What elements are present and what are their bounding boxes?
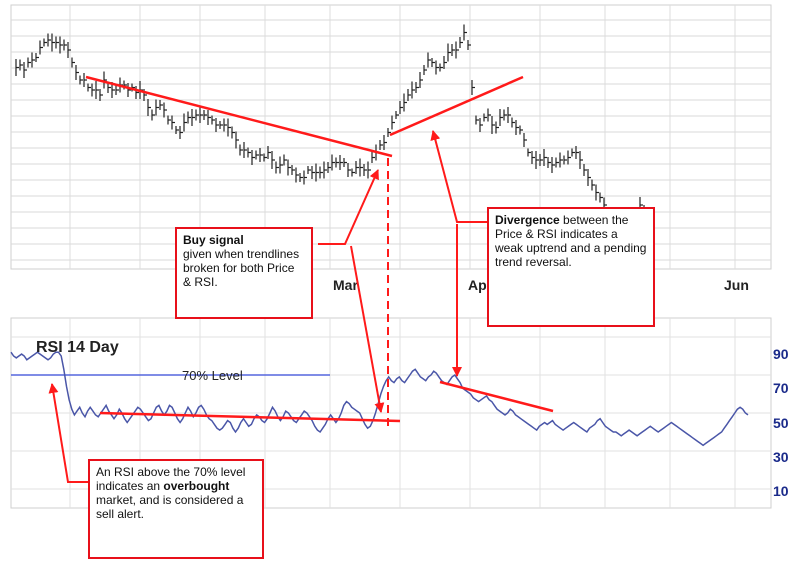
y-tick-label: 70 <box>773 380 789 396</box>
rsi-y-ticks: 90 70 50 30 10 <box>773 346 789 499</box>
price-gridlines <box>11 5 771 269</box>
rsi-divergence-line <box>439 380 554 413</box>
overbought-text-pre: An RSI above the 70% level indicates an <box>96 465 246 493</box>
buy-signal-heading: Buy signal <box>183 233 244 247</box>
x-tick-label: Jun <box>724 277 749 293</box>
price-downtrend-line <box>85 75 393 158</box>
buy-signal-arrow-to-price <box>318 169 379 245</box>
overbought-text-post: market, and is considered a sell alert. <box>96 493 244 521</box>
divergence-text: between the Price & RSI indicates a weak… <box>495 213 647 269</box>
rsi-downtrend-line <box>99 411 401 423</box>
price-uptrend-line <box>389 75 524 137</box>
buy-signal-text: given when trendlines broken for both Pr… <box>183 247 300 289</box>
rsi-70-level-label: 70% Level <box>182 368 243 383</box>
price-panel-frame <box>10 4 772 270</box>
price-bars <box>15 24 647 247</box>
overbought-annotation: An RSI above the 70% level indicates an … <box>88 459 264 559</box>
y-tick-label: 30 <box>773 449 789 465</box>
divergence-heading: Divergence <box>495 213 560 227</box>
y-tick-label: 50 <box>773 415 789 431</box>
overbought-keyword: overbought <box>163 479 230 493</box>
x-tick-label: Mar <box>333 277 358 293</box>
x-tick-label: Apr <box>468 277 493 293</box>
y-tick-label: 90 <box>773 346 789 362</box>
rsi-title: RSI 14 Day <box>36 339 119 356</box>
buy-signal-arrow-to-rsi <box>350 245 385 413</box>
divergence-arrow-to-price <box>430 130 487 223</box>
overbought-arrow-to-rsi <box>48 383 88 483</box>
y-tick-label: 10 <box>773 483 789 499</box>
price-x-ticks: Mar Apr Jun <box>333 277 749 293</box>
divergence-annotation: Divergence between the Price & RSI indic… <box>487 207 655 327</box>
buy-signal-annotation: Buy signal given when trendlines broken … <box>175 227 313 319</box>
